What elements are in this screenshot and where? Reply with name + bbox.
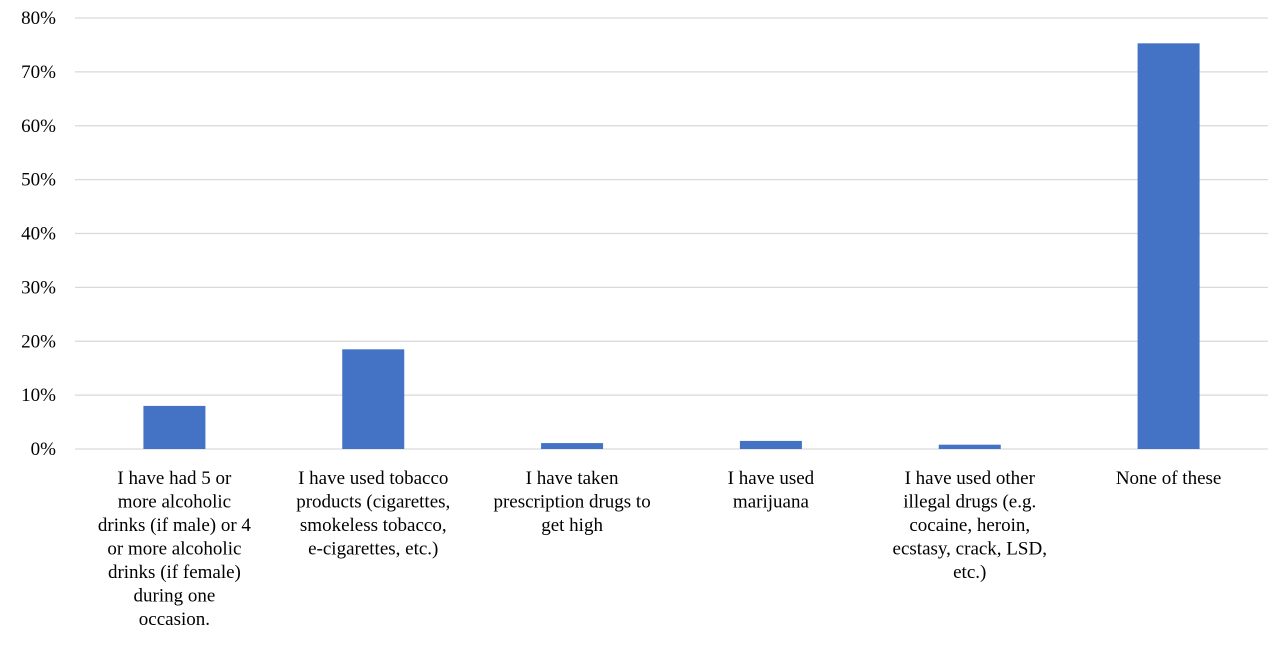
x-category-label-line: get high bbox=[541, 515, 603, 536]
x-category-label-line: I have used bbox=[728, 468, 815, 489]
x-category-label-line: cocaine, heroin, bbox=[909, 515, 1030, 536]
bar bbox=[143, 405, 206, 449]
bars bbox=[143, 43, 1200, 449]
x-category-label-line: or more alcoholic bbox=[107, 539, 241, 560]
bar bbox=[1137, 43, 1200, 449]
x-category-label-line: marijuana bbox=[733, 492, 810, 513]
x-category-label-line: illegal drugs (e.g. bbox=[903, 492, 1036, 513]
x-category-label-line: etc.) bbox=[953, 562, 986, 583]
bar bbox=[342, 349, 405, 449]
x-category-label: I have used other illegal drugs (e.g. coca… bbox=[893, 468, 1047, 583]
y-tick-label: 20% bbox=[21, 331, 56, 352]
x-category-label-line: more alcoholic bbox=[118, 492, 231, 513]
x-category-label-line: occasion. bbox=[139, 609, 210, 630]
x-category-label-line: prescription drugs to bbox=[493, 492, 650, 513]
gridlines bbox=[75, 17, 1268, 450]
y-tick-label: 60% bbox=[21, 116, 56, 137]
y-tick-label: 10% bbox=[21, 385, 56, 406]
x-category-label-line: I have had 5 or bbox=[117, 468, 232, 489]
x-category-label-line: I have used tobacco bbox=[298, 468, 448, 489]
x-category-label: I have taken prescription drugs to get hig… bbox=[493, 468, 650, 536]
y-tick-label: 40% bbox=[21, 224, 56, 245]
x-category-label: I have used tobacco products (cigarettes,… bbox=[296, 468, 450, 560]
y-tick-label: 0% bbox=[31, 439, 57, 460]
x-category-label-line: None of these bbox=[1116, 468, 1222, 489]
x-category-label-line: drinks (if female) bbox=[108, 562, 241, 583]
y-axis-ticks: 0% 10% 20% 30% 40% 50% 60% 70% 80% bbox=[21, 8, 56, 460]
bar bbox=[938, 444, 1001, 449]
x-category-label-line: drinks (if male) or 4 bbox=[98, 515, 252, 536]
x-category-label-line: I have used other bbox=[905, 468, 1036, 489]
x-category-label-line: e-cigarettes, etc.) bbox=[308, 539, 438, 560]
x-category-label-line: during one bbox=[134, 586, 216, 607]
x-category-label: None of these bbox=[1116, 468, 1222, 489]
x-category-label: I have had 5 or more alcoholic drinks (if … bbox=[98, 468, 252, 630]
y-tick-label: 80% bbox=[21, 8, 56, 29]
x-category-label: I have used marijuana bbox=[728, 468, 815, 513]
x-category-label-line: smokeless tobacco, bbox=[300, 515, 447, 536]
x-category-label-line: products (cigarettes, bbox=[296, 492, 450, 513]
x-axis-category-labels: I have had 5 or more alcoholic drinks (if … bbox=[98, 468, 1221, 630]
y-tick-label: 50% bbox=[21, 170, 56, 191]
bar bbox=[739, 440, 802, 449]
y-tick-label: 70% bbox=[21, 62, 56, 83]
x-category-label-line: ecstasy, crack, LSD, bbox=[893, 539, 1047, 560]
x-category-label-line: I have taken bbox=[526, 468, 619, 489]
y-tick-label: 30% bbox=[21, 277, 56, 298]
bar bbox=[541, 443, 604, 449]
